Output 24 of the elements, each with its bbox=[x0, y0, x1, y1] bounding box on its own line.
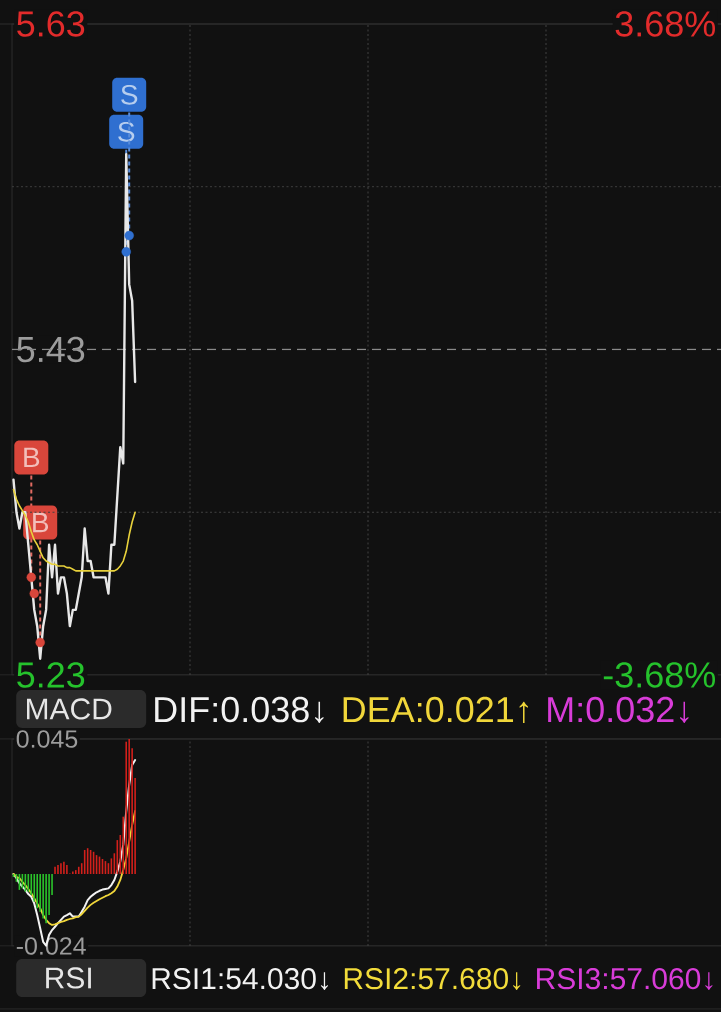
y-tick-label: 0.045 bbox=[16, 730, 78, 748]
series-label: DIF:0.038↓ bbox=[155, 696, 324, 724]
y-tick-label: -0.024 bbox=[16, 937, 86, 955]
series-label: B bbox=[33, 512, 49, 533]
text: RSI3:57.060↓ bbox=[537, 968, 713, 990]
y-tick-label: 5.23 bbox=[17, 662, 85, 688]
text: RSI2:57.680↓ bbox=[344, 968, 521, 990]
text: M:0.032↓ bbox=[548, 696, 689, 724]
chart-title: MACD bbox=[27, 698, 112, 720]
y-tick-label: 5.43 bbox=[17, 336, 85, 363]
point bbox=[121, 247, 131, 257]
point bbox=[26, 572, 36, 583]
text: B bbox=[24, 447, 40, 468]
text: RSI bbox=[46, 967, 91, 989]
text: S bbox=[121, 84, 138, 105]
point bbox=[124, 230, 134, 241]
text: DEA:0.021↑ bbox=[343, 696, 528, 724]
legend-label: S bbox=[118, 121, 135, 142]
text: RSI1:54.030↓ bbox=[152, 968, 328, 990]
y2-tick-label: -3.68% bbox=[603, 662, 716, 688]
point bbox=[35, 637, 45, 648]
point bbox=[29, 588, 39, 599]
y2-tick-label: 3.68% bbox=[615, 11, 716, 37]
y-tick-label: 5.63 bbox=[17, 11, 85, 37]
